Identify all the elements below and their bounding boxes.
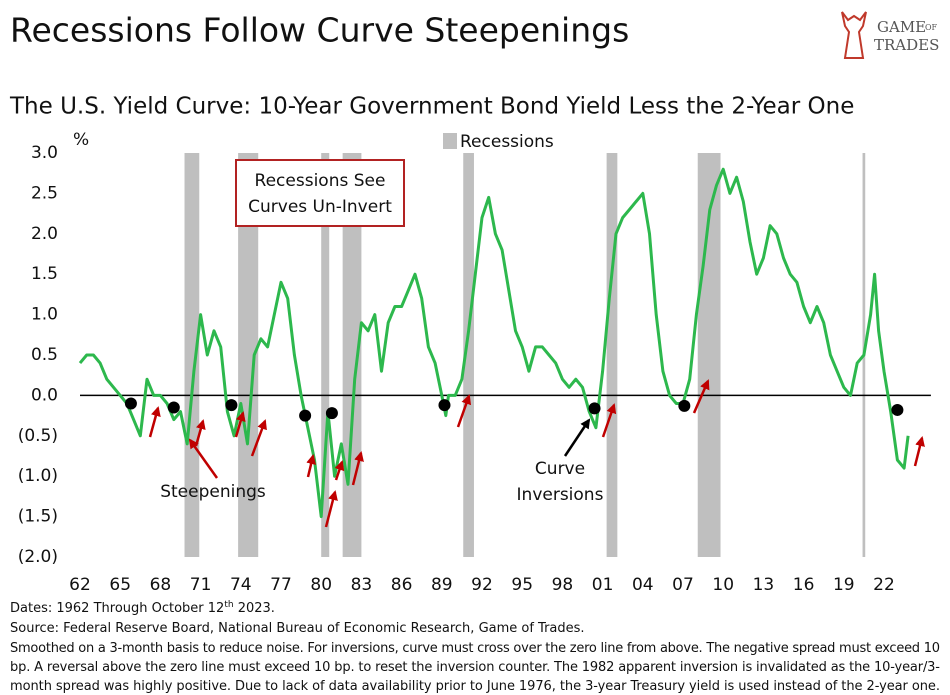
x-tick-label: 86 [391, 575, 413, 595]
x-tick-label: 77 [270, 575, 292, 595]
footnote: Dates: 1962 Through October 12th 2023. [10, 600, 275, 616]
footnote: Source: Federal Reserve Board, National … [10, 621, 585, 636]
y-unit: % [73, 130, 89, 150]
y-tick-label: (0.5) [18, 426, 58, 446]
annotation: Inversions [517, 485, 604, 505]
inversion-dot [299, 409, 312, 422]
x-tick-label: 83 [351, 575, 373, 595]
y-tick-label: (1.5) [18, 507, 58, 527]
arrow [692, 379, 710, 414]
recession-band [463, 153, 474, 557]
arrow [148, 406, 161, 438]
x-tick-label: 89 [431, 575, 453, 595]
inversion-dot [588, 402, 601, 415]
inversion-dot [225, 399, 238, 412]
annotation: Curves Un-Invert [248, 197, 392, 217]
legend-swatch [443, 133, 457, 149]
arrow [456, 394, 472, 428]
x-tick-label: 04 [632, 575, 654, 595]
chart-subtitle: The U.S. Yield Curve: 10-Year Government… [9, 94, 854, 120]
x-tick-label: 74 [230, 575, 252, 595]
arrow [324, 490, 338, 528]
annotation: Curve [535, 459, 585, 479]
chart-title: Recessions Follow Curve Steepenings [10, 11, 629, 50]
annotation: Steepenings [160, 482, 266, 502]
arrow [306, 454, 317, 478]
footnote-part: th [224, 600, 233, 610]
x-tick-label: 62 [69, 575, 91, 595]
arrow [913, 436, 925, 467]
x-tick-label: 19 [833, 575, 855, 595]
arrow [601, 403, 617, 438]
arrow [563, 418, 591, 457]
arrows [148, 379, 925, 528]
inversion-dot [678, 399, 691, 412]
x-tick-label: 07 [672, 575, 694, 595]
arrow [234, 411, 246, 438]
inversion-dot [325, 407, 338, 420]
x-tick-label: 92 [471, 575, 493, 595]
y-tick-label: 0.0 [31, 385, 58, 405]
y-tick-label: 2.0 [31, 224, 58, 244]
inversion-dot [891, 403, 904, 416]
logo-text: GAME [877, 18, 926, 36]
logo: GAME OF TRADES [841, 11, 939, 59]
y-tick-label: 3.0 [31, 143, 58, 163]
y-tick-label: 1.5 [31, 264, 58, 284]
legend-label: Recessions [460, 132, 554, 152]
logo-text: OF [925, 23, 938, 32]
footnote-part: 2023. [234, 601, 275, 616]
y-tick-label: (1.0) [18, 466, 58, 486]
arrow [334, 460, 345, 481]
annotation-box [235, 159, 405, 227]
footnote-part: Dates: 1962 Through October 12 [10, 601, 224, 616]
x-tick-label: 16 [793, 575, 815, 595]
arrow [188, 438, 219, 479]
x-tick-label: 10 [712, 575, 734, 595]
recession-band [184, 153, 200, 557]
x-tick-label: 22 [873, 575, 895, 595]
x-tick-label: 71 [190, 575, 212, 595]
yield-spread-line [78, 167, 910, 519]
inversion-dot [438, 399, 451, 412]
inversion-dot [124, 397, 137, 410]
footnote: bp. A reversal above the zero line must … [10, 660, 940, 675]
logo-text: TRADES [874, 36, 939, 54]
x-tick-label: 80 [310, 575, 332, 595]
footnote: month spread was highly positive. Due to… [10, 679, 940, 694]
x-tick-label: 95 [511, 575, 533, 595]
footnote: Smoothed on a 3-month basis to reduce no… [10, 641, 940, 656]
x-tick-label: 65 [109, 575, 131, 595]
recession-band [606, 153, 618, 557]
arrow [250, 419, 267, 457]
recession-band [321, 153, 330, 557]
y-tick-label: (2.0) [18, 547, 58, 567]
y-tick-label: 0.5 [31, 345, 58, 365]
x-tick-label: 98 [552, 575, 574, 595]
x-tick-label: 01 [592, 575, 614, 595]
y-tick-label: 1.0 [31, 305, 58, 325]
annotation: Recessions See [255, 171, 386, 191]
inversion-dot [167, 401, 180, 414]
arrow [351, 451, 364, 486]
y-tick-label: 2.5 [31, 183, 58, 203]
x-tick-label: 68 [150, 575, 172, 595]
x-tick-label: 13 [753, 575, 775, 595]
